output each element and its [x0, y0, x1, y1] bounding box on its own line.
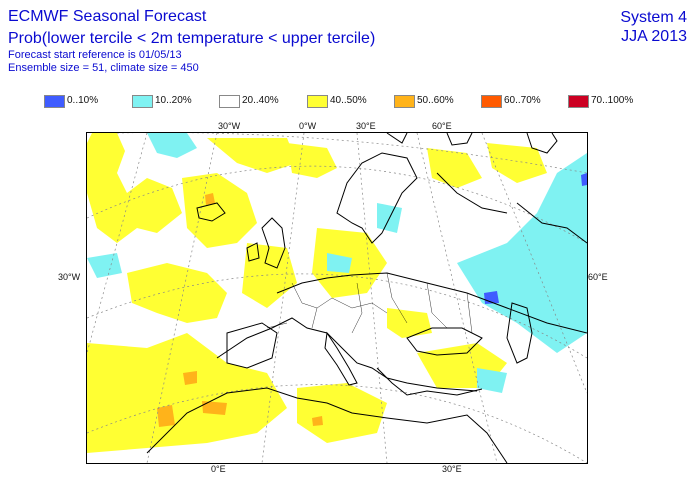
orange-patch-africa-1	[202, 401, 227, 415]
legend-item-10-20: 10..20%	[132, 94, 192, 108]
yellow-patch-atlantic-west	[127, 263, 227, 323]
legend-label: 50..60%	[417, 95, 454, 106]
yellow-patch-barents	[487, 143, 547, 183]
orange-patch-atlantic-1	[205, 193, 215, 205]
cyan-patch-atlantic	[87, 253, 122, 278]
legend-swatch	[481, 94, 502, 108]
forecast-map	[86, 132, 588, 464]
start-reference-text: Forecast start reference is 01/05/13	[8, 49, 182, 61]
yellow-patch-atlantic-north	[87, 133, 182, 243]
yellow-patch-black-sea	[387, 308, 432, 338]
legend-item-70-100: 70..100%	[568, 94, 633, 108]
cyan-patch-baltic	[327, 253, 352, 273]
graticule	[87, 133, 587, 463]
legend-swatch	[44, 94, 65, 108]
system-label: System 4 JJA 2013	[620, 8, 687, 46]
orange-patch-med	[312, 416, 323, 426]
legend-item-50-60: 50..60%	[394, 94, 454, 108]
cyan-patch-russia	[457, 153, 587, 353]
legend: 0..10% 10..20% 20..40% 40..50% 50..60% 6…	[0, 94, 697, 110]
lon-label-30w-top: 30°W	[218, 121, 241, 131]
ensemble-size-text: Ensemble size = 51, climate size = 450	[8, 62, 199, 74]
legend-label: 40..50%	[330, 95, 367, 106]
legend-swatch	[568, 94, 589, 108]
lon-label-0w-top: 0°W	[299, 121, 317, 131]
legend-label: 10..20%	[155, 95, 192, 106]
orange-patch-africa-2	[157, 405, 175, 427]
legend-label: 20..40%	[242, 95, 279, 106]
cyan-patch-greenland	[147, 133, 197, 158]
yellow-patch-northeast	[427, 148, 482, 188]
coastlines	[146, 133, 587, 463]
cyan-patch-caspian	[477, 368, 507, 393]
lon-label-30e-top: 30°E	[356, 121, 376, 131]
forecast-subtitle: Prob(lower tercile < 2m temperature < up…	[8, 30, 376, 47]
legend-swatch	[394, 94, 415, 108]
legend-label: 60..70%	[504, 95, 541, 106]
legend-swatch	[132, 94, 153, 108]
yellow-patch-norway-sea	[207, 138, 297, 173]
legend-label: 70..100%	[591, 95, 634, 106]
lon-label-0e-bottom: 0°E	[211, 464, 226, 474]
legend-item-0-10: 0..10%	[44, 94, 98, 108]
legend-item-40-50: 40..50%	[307, 94, 367, 108]
blue-patch-north	[581, 173, 587, 186]
yellow-patch-atlantic-mid	[182, 173, 257, 248]
borders	[266, 272, 473, 334]
legend-label: 0..10%	[67, 95, 99, 106]
forecast-title: ECMWF Seasonal Forecast	[8, 8, 207, 25]
system-name: System 4	[620, 9, 687, 26]
legend-swatch	[219, 94, 240, 108]
legend-item-60-70: 60..70%	[481, 94, 541, 108]
lon-label-30e-bottom: 30°E	[442, 464, 462, 474]
lat-label-left: 30°W	[58, 272, 81, 282]
season-label: JJA 2013	[621, 28, 687, 45]
probability-shading	[87, 133, 587, 453]
yellow-patch-iberia-africa	[87, 333, 287, 453]
map-canvas	[87, 133, 587, 463]
lat-label-right: 60°E	[588, 272, 608, 282]
legend-item-20-40: 20..40%	[219, 94, 279, 108]
yellow-patch-mediterranean	[297, 383, 387, 443]
orange-patch-iberia	[183, 371, 197, 385]
legend-swatch	[307, 94, 328, 108]
lon-label-60e-top: 60°E	[432, 121, 452, 131]
